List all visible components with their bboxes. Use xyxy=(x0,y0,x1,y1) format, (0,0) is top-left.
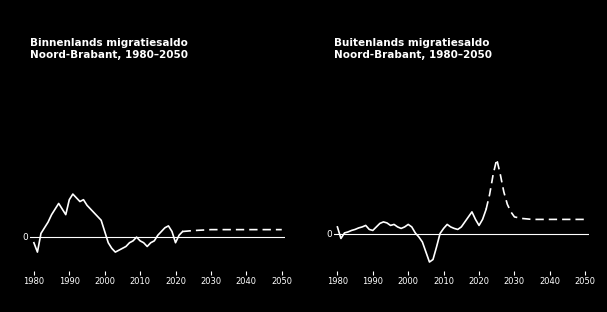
Text: Binnenlands migratiesaldo
Noord-Brabant, 1980–2050: Binnenlands migratiesaldo Noord-Brabant,… xyxy=(30,38,188,60)
Text: 0: 0 xyxy=(327,230,332,239)
Text: 0: 0 xyxy=(23,233,29,241)
Text: Buitenlands migratiesaldo
Noord-Brabant, 1980–2050: Buitenlands migratiesaldo Noord-Brabant,… xyxy=(334,38,492,60)
